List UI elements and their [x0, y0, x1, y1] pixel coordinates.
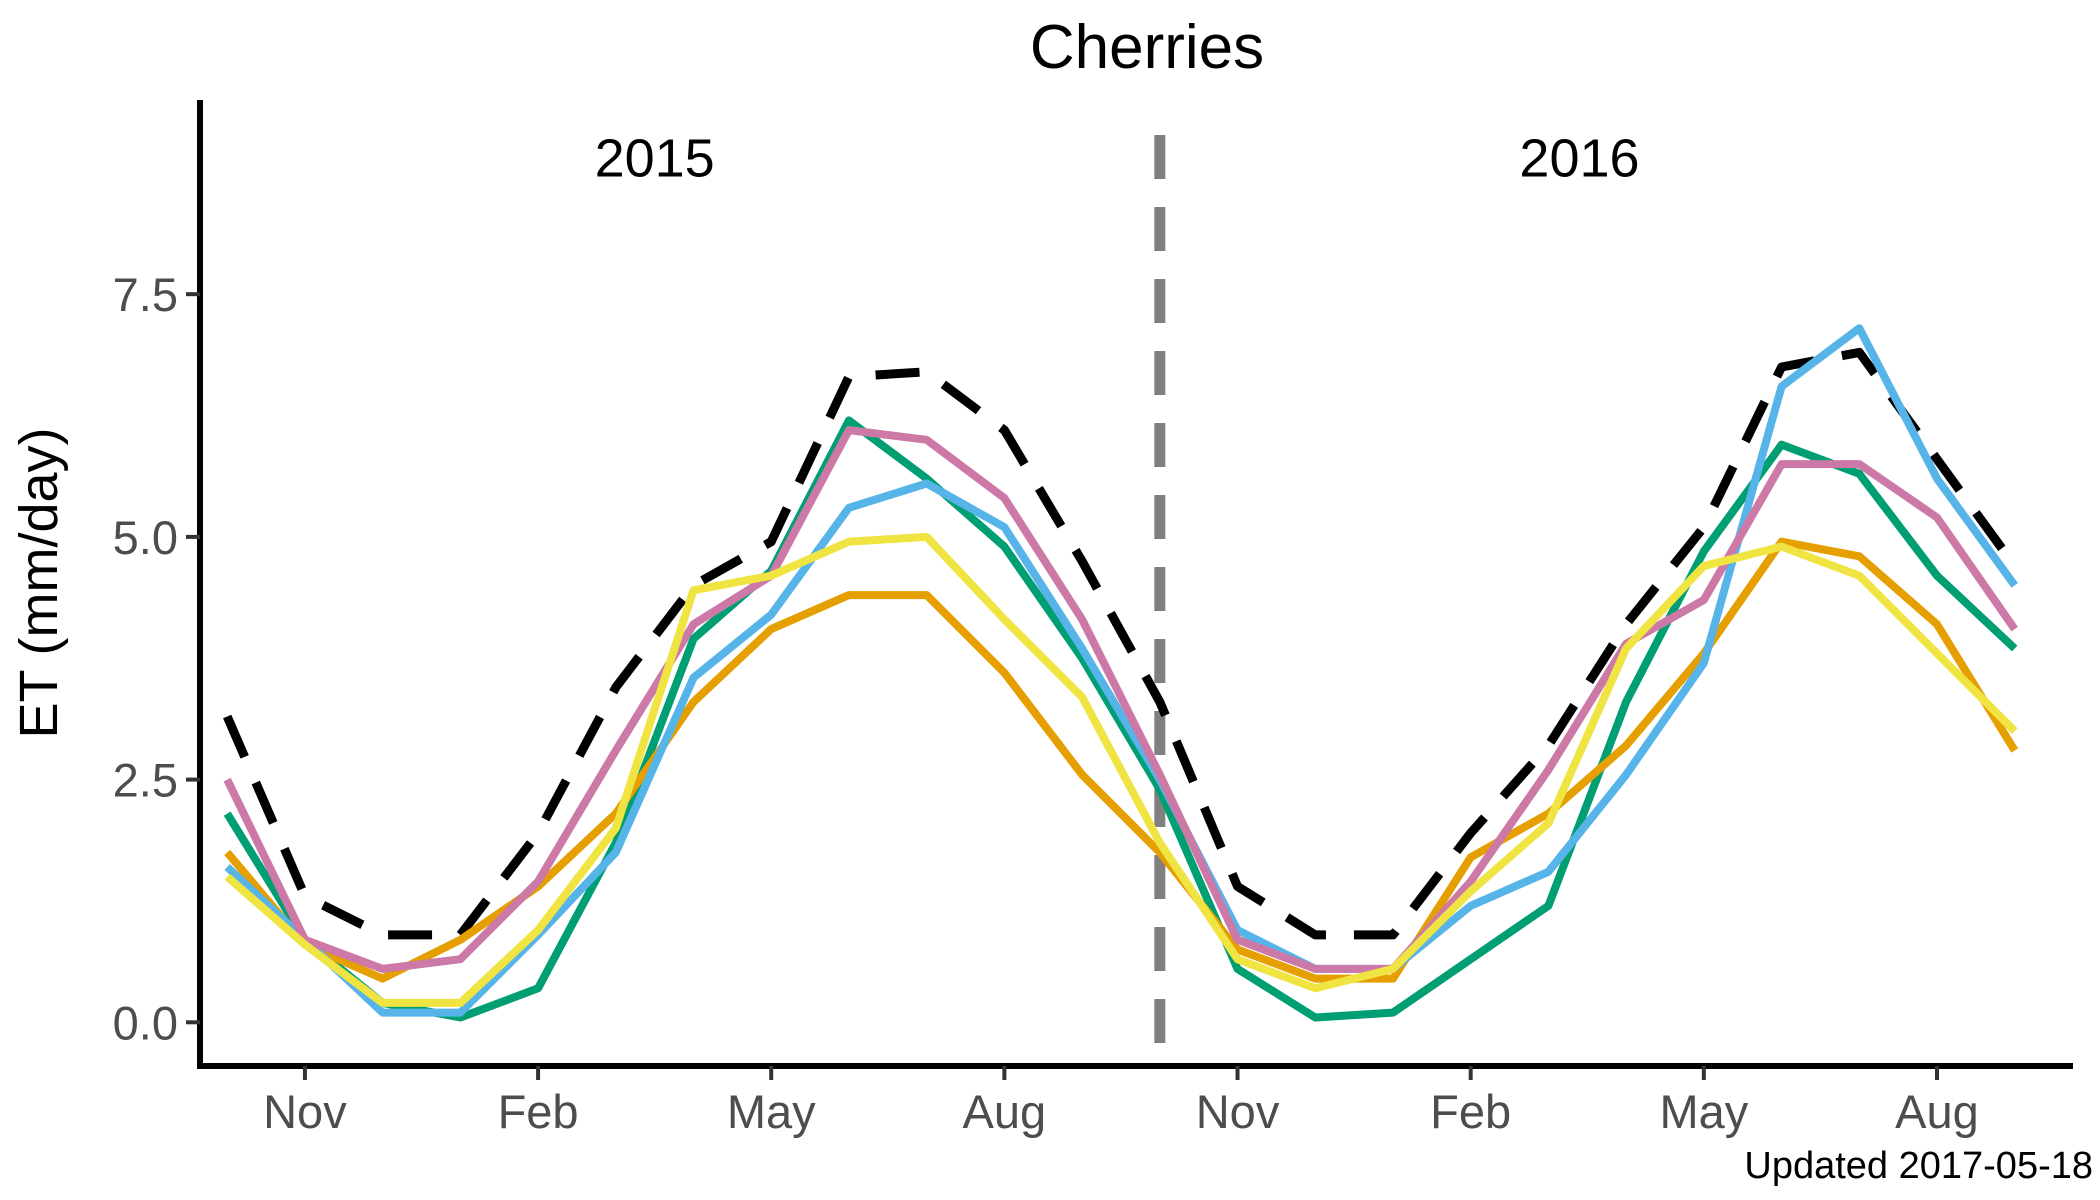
series-line-5 [224, 532, 2018, 1007]
axis-ticks: 0.0 2.5 5.0 7.5 Nov Feb May Aug Nov Feb May Aug [113, 268, 1979, 1138]
year-label-2015: 2015 [595, 128, 715, 188]
series-reference-dashed [223, 347, 2019, 940]
updated-caption: Updated 2017-05-18 [1744, 1145, 2093, 1187]
y-tick-label: 7.5 [113, 268, 178, 321]
x-tick-label: Aug [963, 1085, 1047, 1138]
series-line-2 [224, 537, 2019, 983]
x-tick-label: Feb [498, 1085, 579, 1138]
y-axis-label: ET (mm/day) [9, 427, 69, 738]
y-tick-label: 0.0 [113, 996, 178, 1049]
x-tick-label: Nov [1196, 1085, 1280, 1138]
x-tick-label: May [727, 1085, 816, 1138]
x-tick-label: Feb [1430, 1085, 1511, 1138]
year-label-2016: 2016 [1519, 128, 1639, 188]
series-line-1 [223, 416, 2018, 1022]
chart-title: Cherries [1030, 13, 1264, 82]
x-tick-label: Nov [263, 1085, 347, 1138]
y-tick-label: 2.5 [113, 754, 178, 807]
x-tick-label: May [1659, 1085, 1748, 1138]
series-line-3 [224, 324, 2018, 1017]
y-tick-label: 5.0 [113, 511, 178, 564]
series-line-4 [223, 426, 2018, 973]
plot-marks: 2015 2016 [223, 128, 2019, 1066]
x-tick-label: Aug [1895, 1085, 1979, 1138]
